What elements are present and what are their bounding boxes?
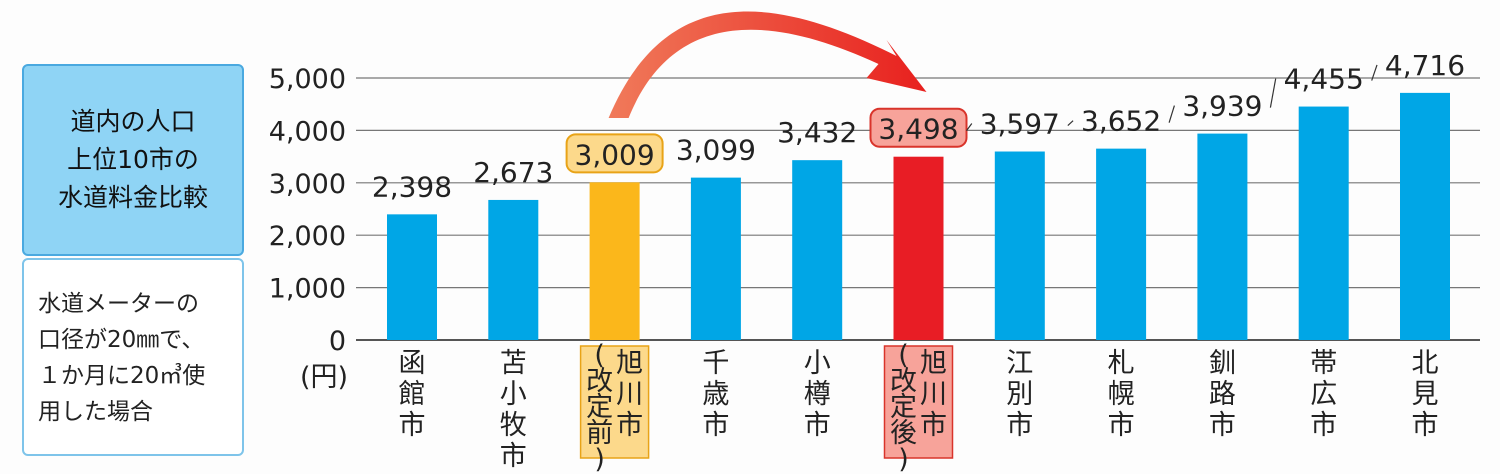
category-label: 牧 <box>500 410 527 441</box>
category-label: 見 <box>1412 379 1439 410</box>
category-label: 市 <box>1006 410 1033 441</box>
y-tick-label: 5,000 <box>269 64 346 95</box>
value-label: 2,398 <box>372 170 452 203</box>
category-sublabel: 前 <box>586 418 613 449</box>
label-connector <box>1067 120 1074 126</box>
bar <box>1400 92 1450 341</box>
category-label: 苫 <box>500 348 527 379</box>
label-connector <box>1168 105 1175 123</box>
category-label: 市 <box>702 410 729 441</box>
category-sublabel: 定 <box>586 392 613 423</box>
category-label: 館 <box>399 379 426 410</box>
category-label: 函 <box>399 348 426 379</box>
y-tick-label: 1,000 <box>269 274 346 305</box>
category-label: 川 <box>920 379 947 410</box>
category-label: 樽 <box>804 379 831 410</box>
category-label: 市 <box>616 410 643 441</box>
category-sublabel: ) <box>898 444 909 474</box>
category-label: 小 <box>804 348 831 379</box>
category-sublabel: 後 <box>890 418 917 449</box>
category-label: 市 <box>500 441 527 472</box>
bar <box>690 177 741 340</box>
value-label: 3,652 <box>1081 105 1161 138</box>
category-label: 市 <box>399 410 426 441</box>
value-label: 3,009 <box>575 138 655 171</box>
value-label: 4,716 <box>1385 49 1465 82</box>
category-sublabel: 改 <box>586 366 613 397</box>
category-label: 市 <box>1209 410 1236 441</box>
info-note: 水道メーターの 口径が20㎜で、 １か月に20㎥使 用した場合 <box>38 291 206 425</box>
info-title-line: 上位10市の <box>67 145 199 174</box>
bar <box>1197 133 1248 340</box>
value-label-box <box>565 133 664 174</box>
category-sublabel: ) <box>594 444 605 474</box>
category-label: 路 <box>1209 379 1236 410</box>
y-tick-label: 0 <box>329 326 346 357</box>
transition-arrow <box>608 11 927 118</box>
label-connector <box>966 123 973 132</box>
category-sublabel: ( <box>898 340 909 371</box>
category-sublabel: ( <box>594 340 605 371</box>
category-sublabel: 改 <box>890 366 917 397</box>
value-label: 3,432 <box>777 116 857 149</box>
value-label: 4,455 <box>1284 63 1364 96</box>
category-label: 幌 <box>1108 379 1135 410</box>
y-tick-label: 2,000 <box>269 221 346 252</box>
category-label: 市 <box>1412 410 1439 441</box>
category-label: 北 <box>1412 348 1439 379</box>
category-label: 旭 <box>616 348 643 379</box>
info-title-line: 水道料金比較 <box>57 183 208 212</box>
value-label-box <box>869 107 968 148</box>
category-label: 帯 <box>1310 348 1337 379</box>
bar <box>387 214 437 340</box>
category-label: 市 <box>920 410 947 441</box>
bar <box>589 182 640 340</box>
category-label: 千 <box>702 348 729 379</box>
y-tick-label: 4,000 <box>269 116 346 147</box>
category-label: 江 <box>1006 348 1033 379</box>
info-panel: 道内の人口 上位10市の 水道料金比較 水道メーターの 口径が20㎜で、 １か月… <box>22 64 248 456</box>
category-label: 市 <box>1108 410 1135 441</box>
category-label: 広 <box>1310 379 1337 410</box>
bar <box>893 156 944 340</box>
category-label: 市 <box>1310 410 1337 441</box>
bar <box>1298 106 1349 340</box>
category-label: 歳 <box>702 379 729 410</box>
info-title: 道内の人口 上位10市の 水道料金比較 <box>58 103 208 217</box>
value-label: 3,498 <box>878 113 958 146</box>
info-title-box: 道内の人口 上位10市の 水道料金比較 <box>22 64 244 256</box>
value-label: 2,673 <box>473 156 553 189</box>
label-connector <box>1269 78 1277 108</box>
value-label: 3,939 <box>1182 90 1262 123</box>
y-unit-label: (円) <box>300 362 348 393</box>
category-sublabel: 定 <box>890 392 917 423</box>
info-note-box: 水道メーターの 口径が20㎜で、 １か月に20㎥使 用した場合 <box>22 258 244 456</box>
category-label: 小 <box>500 379 527 410</box>
category-label-box <box>579 345 650 459</box>
label-connector <box>1371 64 1378 81</box>
info-title-line: 道内の人口 <box>70 107 196 136</box>
category-label: 川 <box>616 379 643 410</box>
bar <box>792 160 843 340</box>
y-tick-label: 3,000 <box>269 169 346 200</box>
category-label: 札 <box>1108 348 1135 379</box>
bar <box>994 151 1045 340</box>
value-label: 3,597 <box>980 108 1060 141</box>
category-label: 別 <box>1006 379 1033 410</box>
bar <box>488 199 539 340</box>
category-label: 市 <box>804 410 831 441</box>
value-label: 3,099 <box>676 134 756 167</box>
category-label: 釧 <box>1209 348 1236 379</box>
category-label: 旭 <box>920 348 947 379</box>
bar <box>1096 148 1147 340</box>
category-label-box <box>883 345 954 459</box>
